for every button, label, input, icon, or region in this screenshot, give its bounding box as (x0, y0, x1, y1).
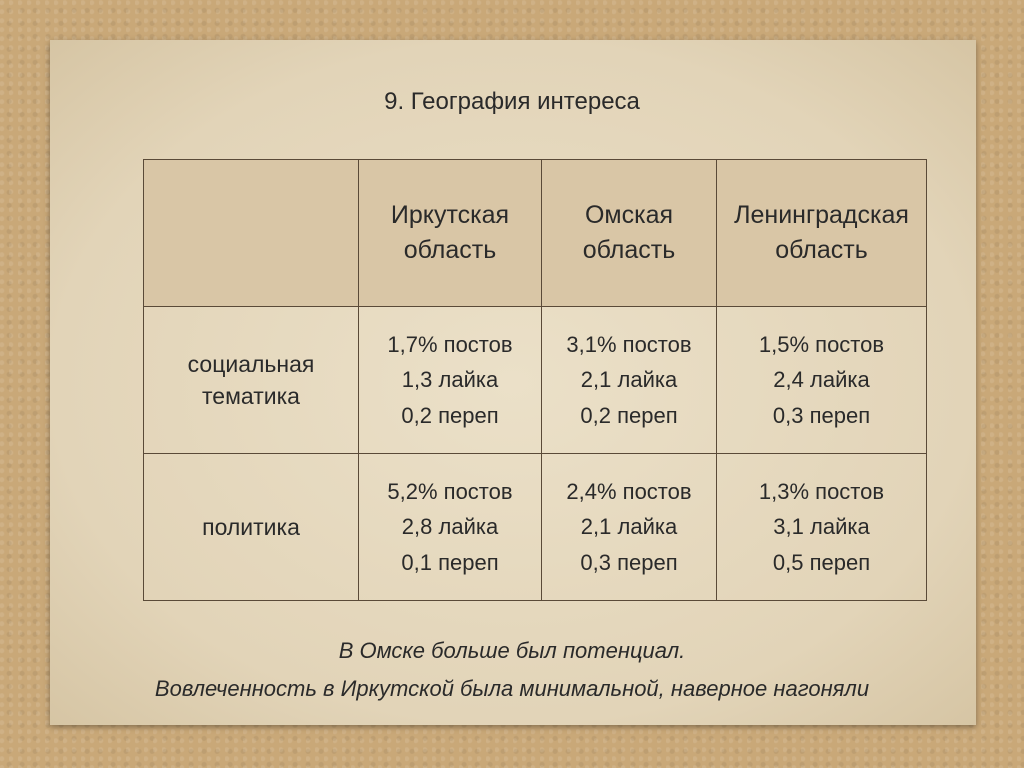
reposts-value: 0,2 переп (580, 402, 678, 428)
reposts-value: 0,1 переп (401, 549, 499, 575)
header-empty-cell (143, 159, 359, 307)
table-cell: 3,1% постов 2,1 лайка 0,2 переп (541, 306, 717, 454)
likes-value: 1,3 лайка (401, 367, 499, 393)
posts-value: 3,1% постов (566, 332, 692, 358)
likes-value: 2,1 лайка (580, 367, 678, 393)
column-header-irkutsk: Иркутская область (358, 159, 542, 307)
table-cell: 1,3% постов 3,1 лайка 0,5 переп (716, 453, 927, 601)
table-header-row: Иркутская область Омская область Ленингр… (143, 159, 927, 307)
likes-value: 2,1 лайка (580, 514, 678, 540)
note-line: Вовлеченность в Иркутской была минимальн… (154, 676, 870, 701)
posts-value: 1,7% постов (387, 332, 513, 358)
posts-value: 2,4% постов (566, 479, 692, 505)
table-cell: 5,2% постов 2,8 лайка 0,1 переп (358, 453, 542, 601)
table-cell: 2,4% постов 2,1 лайка 0,3 переп (541, 453, 717, 601)
table-cell: 1,5% постов 2,4 лайка 0,3 переп (716, 306, 927, 454)
table-cell: 1,7% постов 1,3 лайка 0,2 переп (358, 306, 542, 454)
posts-value: 1,3% постов (758, 479, 885, 505)
table-row: социальная тематика 1,7% постов 1,3 лайк… (143, 306, 927, 454)
posts-value: 1,5% постов (758, 332, 885, 358)
column-header-leningrad: Ленинградская область (716, 159, 927, 307)
column-header-omsk: Омская область (541, 159, 717, 307)
reposts-value: 0,5 переп (772, 549, 871, 575)
slide-notes: В Омске больше был потенциал. Вовлеченно… (0, 632, 1024, 708)
row-label-social: социальная тематика (143, 306, 359, 454)
note-line: В Омске больше был потенциал. (338, 638, 686, 663)
likes-value: 2,8 лайка (401, 514, 499, 540)
reposts-value: 0,3 переп (580, 549, 678, 575)
data-table: Иркутская область Омская область Ленингр… (143, 159, 927, 601)
slide-title: 9. География интереса (384, 88, 640, 115)
table-row: политика 5,2% постов 2,8 лайка 0,1 переп… (143, 453, 927, 601)
posts-value: 5,2% постов (387, 479, 513, 505)
reposts-value: 0,2 переп (401, 402, 499, 428)
row-label-politics: политика (143, 453, 359, 601)
reposts-value: 0,3 переп (772, 402, 871, 428)
likes-value: 3,1 лайка (773, 514, 870, 540)
likes-value: 2,4 лайка (773, 367, 870, 393)
